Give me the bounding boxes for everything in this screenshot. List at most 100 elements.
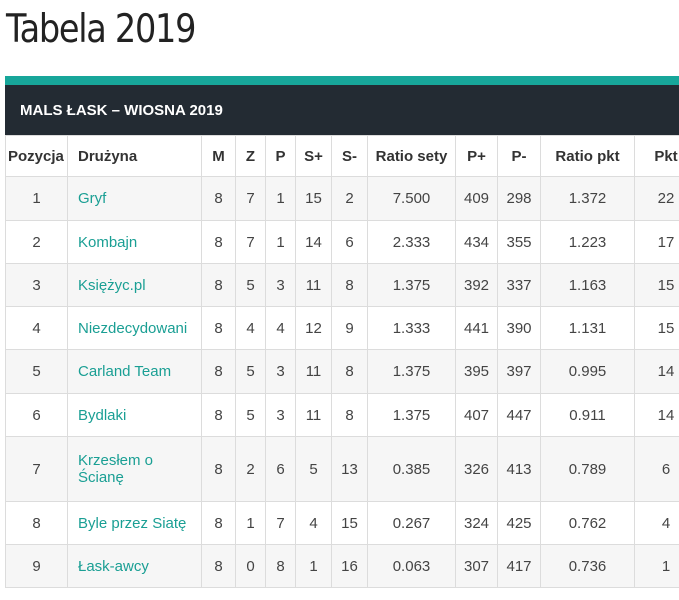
team-link[interactable]: Bydlaki — [78, 406, 127, 424]
column-header-points-won: P+ — [455, 135, 498, 177]
cell-played: 8 — [201, 544, 236, 588]
cell-won: 0 — [235, 544, 266, 588]
cell-won: 4 — [235, 306, 266, 350]
cell-sets-lost: 13 — [331, 436, 368, 502]
cell-played: 8 — [201, 220, 236, 264]
cell-points-lost: 337 — [497, 263, 541, 307]
cell-played: 8 — [201, 436, 236, 502]
cell-sets-lost: 2 — [331, 176, 368, 221]
cell-won: 2 — [235, 436, 266, 502]
cell-won: 7 — [235, 220, 266, 264]
cell-won: 5 — [235, 263, 266, 307]
cell-position: 9 — [5, 544, 68, 588]
cell-points-lost: 298 — [497, 176, 541, 221]
cell-sets-won: 12 — [295, 306, 332, 350]
cell-lost: 4 — [265, 306, 296, 350]
cell-points-won: 409 — [455, 176, 498, 221]
column-header-points-ratio: Ratio pkt — [540, 135, 635, 177]
standings-table-widget: MALS ŁASK – WIOSNA 2019 Pozycja Drużyna M Z… — [5, 76, 679, 588]
cell-team: Łask-awcy — [67, 544, 202, 588]
table-row: 2 Kombajn 8 7 1 14 6 2.333 434 355 1.223 17 — [5, 220, 679, 264]
cell-team: Krzesłem o Ścianę — [67, 436, 202, 502]
team-link[interactable]: Carland Team — [78, 363, 172, 380]
cell-table-points: 17 — [634, 220, 679, 264]
cell-points-won: 392 — [455, 263, 498, 307]
table-body: 1 Gryf 8 7 1 15 2 7.500 409 298 1.372 22 2 Kombajn 8 7 1… — [5, 176, 679, 588]
cell-table-points: 14 — [634, 349, 679, 394]
team-link[interactable]: Krzesłem o Ścianę — [78, 452, 154, 486]
cell-team: Bydlaki — [67, 393, 202, 437]
cell-team: Niezdecydowani — [67, 306, 202, 350]
team-link[interactable]: Łask-awcy — [78, 557, 149, 575]
cell-lost: 3 — [265, 393, 296, 437]
cell-lost: 8 — [265, 544, 296, 588]
cell-sets-ratio: 1.333 — [367, 306, 456, 350]
cell-sets-ratio: 0.063 — [367, 544, 456, 588]
page-title: Tabela 2019 — [6, 7, 196, 52]
cell-position: 6 — [5, 393, 68, 437]
standings-table: Pozycja Drużyna M Z P S+ S- Ratio sety P+ P- Ratio… — [5, 135, 679, 588]
team-link[interactable]: Gryf — [78, 190, 107, 207]
table-row: 5 Carland Team 8 5 3 11 8 1.375 395 397 0.995 14 — [5, 349, 679, 394]
cell-points-ratio: 0.789 — [540, 436, 635, 502]
cell-points-ratio: 1.223 — [540, 220, 635, 264]
cell-table-points: 6 — [634, 436, 679, 502]
cell-points-won: 434 — [455, 220, 498, 264]
team-link[interactable]: Niezdecydowani — [78, 319, 188, 337]
cell-won: 7 — [235, 176, 266, 221]
cell-points-lost: 355 — [497, 220, 541, 264]
cell-points-ratio: 0.762 — [540, 501, 635, 545]
cell-sets-lost: 8 — [331, 349, 368, 394]
cell-sets-ratio: 0.385 — [367, 436, 456, 502]
cell-sets-ratio: 2.333 — [367, 220, 456, 264]
column-header-sets-ratio: Ratio sety — [367, 135, 456, 177]
cell-sets-won: 14 — [295, 220, 332, 264]
cell-points-lost: 390 — [497, 306, 541, 350]
cell-sets-lost: 9 — [331, 306, 368, 350]
column-header-played: M — [201, 135, 236, 177]
team-link[interactable]: Kombajn — [78, 233, 138, 251]
cell-lost: 1 — [265, 176, 296, 221]
cell-sets-lost: 15 — [331, 501, 368, 545]
cell-sets-lost: 8 — [331, 263, 368, 307]
cell-points-ratio: 0.995 — [540, 349, 635, 394]
cell-sets-won: 15 — [295, 176, 332, 221]
column-header-sets-won: S+ — [295, 135, 332, 177]
cell-points-won: 326 — [455, 436, 498, 502]
table-row: 8 Byle przez Siatę 8 1 7 4 15 0.267 324 425 0.762 4 — [5, 501, 679, 545]
cell-points-ratio: 0.736 — [540, 544, 635, 588]
table-title: MALS ŁASK – WIOSNA 2019 — [5, 85, 679, 135]
cell-team: Byle przez Siatę — [67, 501, 202, 545]
table-row: 1 Gryf 8 7 1 15 2 7.500 409 298 1.372 22 — [5, 176, 679, 221]
cell-played: 8 — [201, 501, 236, 545]
cell-position: 7 — [5, 436, 68, 502]
cell-played: 8 — [201, 263, 236, 307]
cell-points-lost: 447 — [497, 393, 541, 437]
cell-table-points: 22 — [634, 176, 679, 221]
cell-table-points: 4 — [634, 501, 679, 545]
cell-won: 5 — [235, 393, 266, 437]
cell-sets-won: 11 — [295, 349, 332, 394]
cell-sets-ratio: 7.500 — [367, 176, 456, 221]
table-row: 4 Niezdecydowani 8 4 4 12 9 1.333 441 390 1.131 15 — [5, 306, 679, 350]
cell-sets-won: 4 — [295, 501, 332, 545]
team-link[interactable]: Byle przez Siatę — [78, 514, 187, 532]
cell-position: 8 — [5, 501, 68, 545]
table-row: 9 Łask-awcy 8 0 8 1 16 0.063 307 417 0.736 1 — [5, 544, 679, 588]
cell-position: 2 — [5, 220, 68, 264]
cell-points-ratio: 0.911 — [540, 393, 635, 437]
cell-sets-won: 11 — [295, 263, 332, 307]
table-row: 6 Bydlaki 8 5 3 11 8 1.375 407 447 0.911 14 — [5, 393, 679, 437]
cell-won: 5 — [235, 349, 266, 394]
team-link[interactable]: Księżyc.pl — [78, 276, 146, 294]
cell-won: 1 — [235, 501, 266, 545]
table-row: 7 Krzesłem o Ścianę 8 2 6 5 13 0.385 326 413 0.789… — [5, 436, 679, 502]
cell-lost: 3 — [265, 349, 296, 394]
cell-points-lost: 413 — [497, 436, 541, 502]
cell-sets-ratio: 1.375 — [367, 393, 456, 437]
cell-sets-won: 1 — [295, 544, 332, 588]
cell-position: 3 — [5, 263, 68, 307]
cell-position: 1 — [5, 176, 68, 221]
cell-played: 8 — [201, 176, 236, 221]
column-header-sets-lost: S- — [331, 135, 368, 177]
